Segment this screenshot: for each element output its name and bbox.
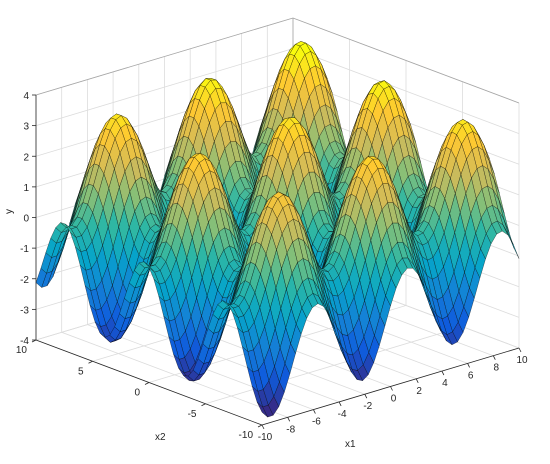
axis-layer [31,94,522,430]
y-tick-label: 10 [16,345,28,356]
y-tick-mark [257,424,263,428]
x-tick-label: 0 [391,394,397,405]
z-tick-label: 2 [23,152,29,163]
surface-layer [35,41,520,418]
x-tick-label: 6 [468,370,474,381]
x-tick-mark [492,355,496,360]
y-axis-label: x2 [155,432,166,443]
x-tick-mark [364,394,368,399]
y-tick-label: -10 [239,430,254,441]
x-tick-label: -4 [338,409,347,420]
x-tick-label: -2 [363,401,372,412]
y-tick-mark [144,382,150,385]
x-tick-mark [261,424,265,430]
x-tick-mark [338,401,342,407]
x-axis-label: x1 [345,439,356,450]
x-tick-label: 2 [416,386,422,397]
x-tick-mark [287,417,291,422]
x-tick-mark [390,386,393,391]
x-tick-mark [441,370,445,376]
x-tick-mark [313,409,316,414]
y-tick-label: 0 [134,388,140,399]
y-tick-label: -5 [188,409,197,420]
x-tick-mark [518,347,522,353]
y-tick-mark [201,403,206,407]
surface-patch [256,401,268,418]
z-tick-label: 0 [23,214,29,225]
z-tick-label: -2 [20,275,29,286]
z-tick-label: 4 [23,91,29,102]
z-axis-label: y [4,209,15,214]
z-tick-label: -1 [20,244,29,255]
y-tick-mark [88,360,93,364]
z-tick-label: -4 [20,336,29,347]
x-tick-label: 8 [494,363,500,374]
x-tick-label: -6 [312,417,321,428]
z-tick-label: -3 [20,305,29,316]
x-tick-label: 10 [516,355,528,366]
x-tick-label: -8 [286,424,295,435]
x-tick-label: -10 [258,432,273,443]
z-tick-label: 3 [23,122,29,133]
z-tick-label: 1 [23,183,29,194]
x-tick-mark [467,363,470,368]
y-tick-label: 5 [78,366,84,377]
x-tick-label: 4 [442,378,448,389]
x-tick-mark [415,378,419,383]
